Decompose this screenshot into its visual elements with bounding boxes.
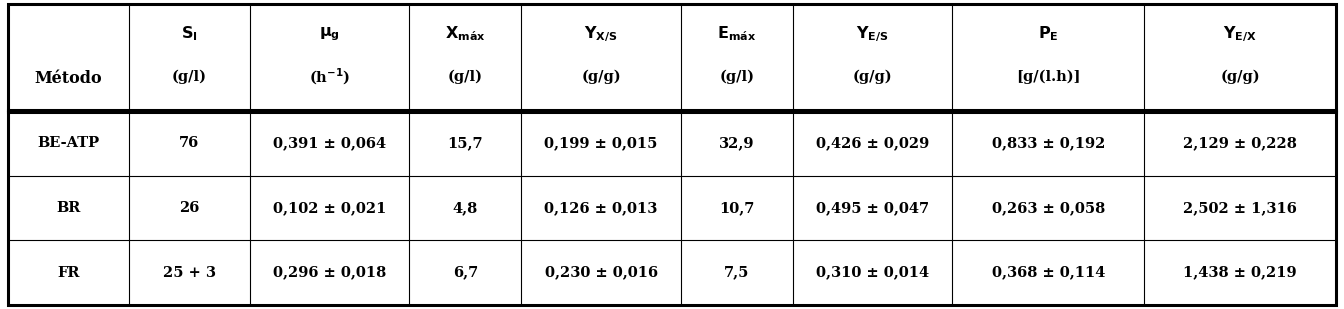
Text: (g/g): (g/g) (853, 70, 892, 84)
Text: 0,263 ± 0,058: 0,263 ± 0,058 (992, 201, 1105, 215)
Text: 1,438 ± 0,219: 1,438 ± 0,219 (1183, 266, 1297, 280)
Text: $\mathbf{P_E}$: $\mathbf{P_E}$ (1038, 25, 1059, 43)
Text: $\mathbf{S_I}$: $\mathbf{S_I}$ (181, 25, 198, 43)
Text: 6,7: 6,7 (453, 266, 478, 280)
Text: $\mathbf{Y_{E/X}}$: $\mathbf{Y_{E/X}}$ (1223, 24, 1257, 44)
Text: (g/l): (g/l) (172, 70, 207, 84)
Text: $\mathbf{E_{m\acute{a}x}}$: $\mathbf{E_{m\acute{a}x}}$ (718, 25, 757, 43)
Text: 0,495 ± 0,047: 0,495 ± 0,047 (816, 201, 929, 215)
Text: 76: 76 (179, 136, 200, 150)
Text: 0,368 ± 0,114: 0,368 ± 0,114 (992, 266, 1105, 280)
Text: (g/g): (g/g) (582, 70, 621, 84)
Text: 0,126 ± 0,013: 0,126 ± 0,013 (544, 201, 657, 215)
Text: 0,833 ± 0,192: 0,833 ± 0,192 (992, 136, 1105, 150)
Text: (g/l): (g/l) (448, 70, 482, 84)
Text: 0,199 ± 0,015: 0,199 ± 0,015 (544, 136, 657, 150)
Text: $\mathbf{Y_{X/S}}$: $\mathbf{Y_{X/S}}$ (585, 24, 618, 44)
Text: (h$\mathbf{^{-1}}$): (h$\mathbf{^{-1}}$) (309, 66, 351, 87)
Text: 0,310 ± 0,014: 0,310 ± 0,014 (816, 266, 929, 280)
Text: $\mathbf{X_{m\acute{a}x}}$: $\mathbf{X_{m\acute{a}x}}$ (445, 25, 485, 43)
Text: 0,296 ± 0,018: 0,296 ± 0,018 (273, 266, 386, 280)
Text: 15,7: 15,7 (448, 136, 484, 150)
Text: BE-ATP: BE-ATP (38, 136, 99, 150)
Text: 0,426 ± 0,029: 0,426 ± 0,029 (816, 136, 929, 150)
Text: 10,7: 10,7 (719, 201, 754, 215)
Text: (g/g): (g/g) (1220, 70, 1259, 84)
Text: $\mathbf{\mu_g}$: $\mathbf{\mu_g}$ (320, 25, 340, 43)
Text: 26: 26 (179, 201, 200, 215)
Text: 4,8: 4,8 (453, 201, 478, 215)
Text: [g/(l.h)]: [g/(l.h)] (1016, 70, 1081, 84)
Text: (g/l): (g/l) (719, 70, 754, 84)
Text: 0,102 ± 0,021: 0,102 ± 0,021 (273, 201, 386, 215)
Text: 0,391 ± 0,064: 0,391 ± 0,064 (273, 136, 386, 150)
Text: FR: FR (58, 266, 79, 280)
Text: 7,5: 7,5 (724, 266, 750, 280)
Text: BR: BR (56, 201, 81, 215)
Text: 32,9: 32,9 (719, 136, 755, 150)
Text: 25 + 3: 25 + 3 (163, 266, 216, 280)
Text: 0,230 ± 0,016: 0,230 ± 0,016 (544, 266, 657, 280)
Text: Método: Método (35, 70, 102, 87)
Text: 2,129 ± 0,228: 2,129 ± 0,228 (1183, 136, 1297, 150)
Text: $\mathbf{Y_{E/S}}$: $\mathbf{Y_{E/S}}$ (856, 24, 890, 44)
Text: 2,502 ± 1,316: 2,502 ± 1,316 (1183, 201, 1297, 215)
